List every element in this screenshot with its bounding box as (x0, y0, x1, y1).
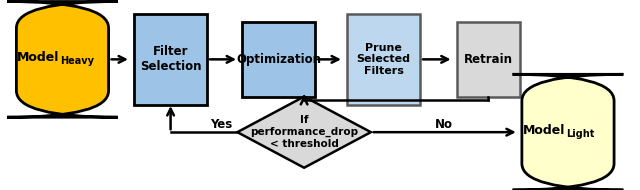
Text: No: No (435, 118, 453, 131)
FancyBboxPatch shape (242, 22, 316, 97)
FancyBboxPatch shape (513, 74, 623, 190)
FancyBboxPatch shape (7, 2, 118, 117)
Text: Heavy: Heavy (61, 56, 95, 66)
Text: Model: Model (522, 124, 564, 137)
Text: If
performance_drop
< threshold: If performance_drop < threshold (250, 116, 358, 149)
Text: Prune
Selected
Filters: Prune Selected Filters (356, 43, 411, 76)
Text: Light: Light (566, 129, 595, 139)
Text: Filter
Selection: Filter Selection (140, 45, 202, 73)
FancyBboxPatch shape (347, 14, 420, 105)
Polygon shape (237, 97, 371, 168)
Text: Model: Model (17, 51, 60, 64)
FancyBboxPatch shape (134, 14, 207, 105)
FancyBboxPatch shape (457, 22, 520, 97)
Text: Retrain: Retrain (464, 53, 513, 66)
Text: Yes: Yes (211, 118, 232, 131)
Text: Optimization: Optimization (236, 53, 321, 66)
